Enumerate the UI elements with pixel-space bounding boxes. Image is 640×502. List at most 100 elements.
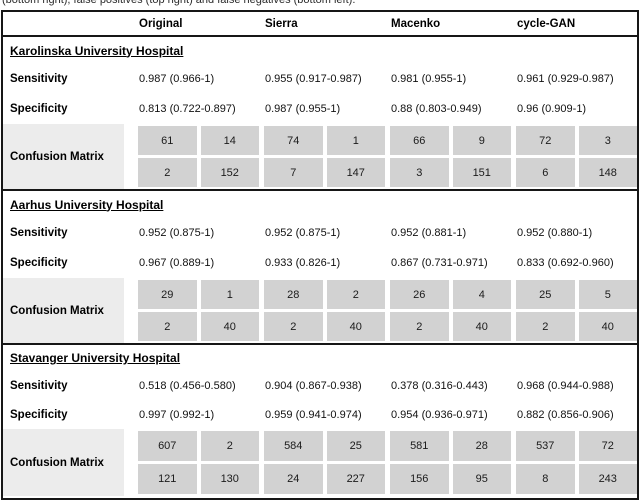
- tn-cell: 243: [578, 464, 637, 494]
- tp-cell: 537: [516, 431, 575, 461]
- sensitivity-label: Sensitivity: [10, 379, 68, 392]
- specificity-value-macenko: 0.88 (0.803-0.949): [391, 103, 482, 115]
- confusion-matrix-label: Confusion Matrix: [10, 304, 104, 317]
- specificity-value-cycle-gan: 0.833 (0.692-0.960): [517, 257, 614, 269]
- confusion-matrix-label-cell: Confusion Matrix: [3, 429, 133, 496]
- fp-cell: 5: [578, 280, 637, 309]
- fn-cell: 3: [390, 158, 449, 187]
- fp-cell: 28: [452, 431, 511, 461]
- confusion-matrix-label-cell: Confusion Matrix: [3, 124, 133, 189]
- sensitivity-value-original: 0.987 (0.966-1): [139, 73, 215, 85]
- specificity-label: Specificity: [10, 103, 68, 115]
- sensitivity-row: Sensitivity 0.518 (0.456-0.580) 0.904 (0…: [3, 371, 637, 400]
- tn-cell: 40: [452, 312, 511, 341]
- tp-cell: 66: [390, 126, 449, 155]
- confusion-matrix-macenko: 581 28 156 95: [385, 429, 511, 496]
- fp-cell: 9: [452, 126, 511, 155]
- specificity-value-sierra: 0.959 (0.941-0.974): [265, 408, 362, 421]
- fp-cell: 2: [200, 431, 259, 461]
- confusion-matrix-row: Confusion Matrix 61 14 2 152 74 1 7 147 …: [3, 124, 637, 189]
- sensitivity-row: Sensitivity 0.952 (0.875-1) 0.952 (0.875…: [3, 218, 637, 248]
- table-caption-fragment: (bottom right), false positives (top rig…: [2, 0, 356, 6]
- column-header-cycle-gan: cycle-GAN: [517, 17, 576, 30]
- tn-cell: 151: [452, 158, 511, 187]
- sensitivity-value-sierra: 0.952 (0.875-1): [265, 227, 341, 239]
- section-stavanger: Stavanger University Hospital Sensitivit…: [3, 345, 637, 496]
- confusion-matrix-macenko: 26 4 2 40: [385, 278, 511, 343]
- specificity-value-macenko: 0.867 (0.731-0.971): [391, 257, 488, 269]
- hospital-name: Aarhus University Hospital: [10, 197, 164, 212]
- hospital-title-row: Aarhus University Hospital: [3, 191, 637, 218]
- tp-cell: 74: [264, 126, 323, 155]
- fn-cell: 6: [516, 158, 575, 187]
- sensitivity-label: Sensitivity: [10, 73, 68, 85]
- fp-cell: 25: [326, 431, 385, 461]
- fp-cell: 14: [200, 126, 259, 155]
- confusion-matrix-sierra: 28 2 2 40: [259, 278, 385, 343]
- tn-cell: 40: [326, 312, 385, 341]
- hospital-title-row: Stavanger University Hospital: [3, 345, 637, 371]
- sensitivity-row: Sensitivity 0.987 (0.966-1) 0.955 (0.917…: [3, 64, 637, 94]
- fn-cell: 156: [390, 464, 449, 494]
- sensitivity-value-original: 0.518 (0.456-0.580): [139, 379, 236, 392]
- sensitivity-value-sierra: 0.904 (0.867-0.938): [265, 379, 362, 392]
- hospital-name: Stavanger University Hospital: [10, 351, 181, 365]
- confusion-matrix-label-cell: Confusion Matrix: [3, 278, 133, 343]
- confusion-matrix-original: 29 1 2 40: [133, 278, 259, 343]
- specificity-value-sierra: 0.987 (0.955-1): [265, 103, 341, 115]
- column-header-sierra: Sierra: [265, 17, 298, 30]
- specificity-value-original: 0.967 (0.889-1): [139, 257, 215, 269]
- fn-cell: 121: [138, 464, 197, 494]
- specificity-row: Specificity 0.967 (0.889-1) 0.933 (0.826…: [3, 248, 637, 278]
- fp-cell: 72: [578, 431, 637, 461]
- confusion-matrix-label: Confusion Matrix: [10, 456, 104, 469]
- sensitivity-value-original: 0.952 (0.875-1): [139, 227, 215, 239]
- fp-cell: 4: [452, 280, 511, 309]
- confusion-matrix-sierra: 74 1 7 147: [259, 124, 385, 189]
- sensitivity-value-cycle-gan: 0.952 (0.880-1): [517, 227, 593, 239]
- tn-cell: 148: [578, 158, 637, 187]
- tn-cell: 40: [578, 312, 637, 341]
- fn-cell: 8: [516, 464, 575, 494]
- confusion-matrix-row: Confusion Matrix 29 1 2 40 28 2 2 40 26 …: [3, 278, 637, 343]
- tp-cell: 607: [138, 431, 197, 461]
- specificity-value-original: 0.997 (0.992-1): [139, 408, 215, 421]
- fn-cell: 2: [138, 312, 197, 341]
- fn-cell: 2: [516, 312, 575, 341]
- specificity-value-cycle-gan: 0.882 (0.856-0.906): [517, 408, 614, 421]
- specificity-value-original: 0.813 (0.722-0.897): [139, 103, 236, 115]
- specificity-value-sierra: 0.933 (0.826-1): [265, 257, 341, 269]
- fp-cell: 2: [326, 280, 385, 309]
- section-karolinska: Karolinska University Hospital Sensitivi…: [3, 37, 637, 191]
- tp-cell: 26: [390, 280, 449, 309]
- tn-cell: 130: [200, 464, 259, 494]
- fp-cell: 1: [326, 126, 385, 155]
- tp-cell: 61: [138, 126, 197, 155]
- table-header-row: Original Sierra Macenko cycle-GAN: [3, 12, 637, 37]
- fp-cell: 1: [200, 280, 259, 309]
- caption-clipped-region: (bottom right), false positives (top rig…: [0, 0, 640, 10]
- sensitivity-value-sierra: 0.955 (0.917-0.987): [265, 73, 362, 85]
- fn-cell: 24: [264, 464, 323, 494]
- specificity-label: Specificity: [10, 408, 68, 421]
- fn-cell: 7: [264, 158, 323, 187]
- confusion-matrix-cycle-gan: 72 3 6 148: [511, 124, 637, 189]
- confusion-matrix-macenko: 66 9 3 151: [385, 124, 511, 189]
- tn-cell: 152: [200, 158, 259, 187]
- confusion-matrix-label: Confusion Matrix: [10, 150, 104, 163]
- specificity-row: Specificity 0.997 (0.992-1) 0.959 (0.941…: [3, 400, 637, 429]
- tn-cell: 227: [326, 464, 385, 494]
- sensitivity-value-macenko: 0.981 (0.955-1): [391, 73, 467, 85]
- tp-cell: 581: [390, 431, 449, 461]
- confusion-matrix-original: 61 14 2 152: [133, 124, 259, 189]
- confusion-matrix-sierra: 584 25 24 227: [259, 429, 385, 496]
- tp-cell: 29: [138, 280, 197, 309]
- sensitivity-label: Sensitivity: [10, 227, 68, 239]
- fn-cell: 2: [390, 312, 449, 341]
- fn-cell: 2: [138, 158, 197, 187]
- specificity-value-cycle-gan: 0.96 (0.909-1): [517, 103, 587, 115]
- column-header-original: Original: [139, 17, 183, 30]
- confusion-matrix-cycle-gan: 25 5 2 40: [511, 278, 637, 343]
- results-table: Original Sierra Macenko cycle-GAN Karoli…: [1, 10, 639, 500]
